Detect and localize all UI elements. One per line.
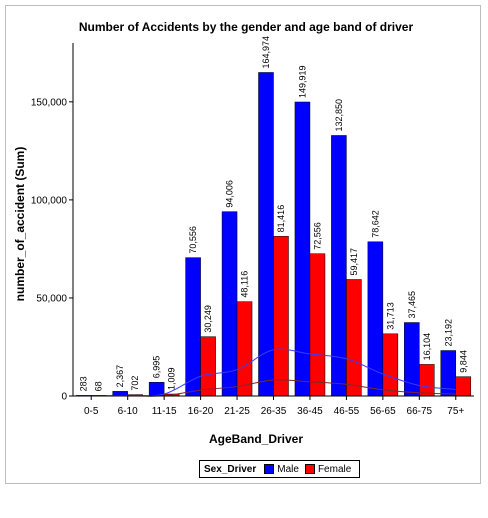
x-tick-label: 6-10 [118,406,138,417]
chart-frame: Number of Accidents by the gender and ag… [5,5,481,484]
bar-female-75+ [455,376,472,397]
data-label-female-66-75: 16,104 [422,333,432,361]
data-label-male-56-65: 78,642 [370,210,380,238]
bar-female-36-45 [309,253,326,397]
legend: Sex_Driver Male Female [199,460,361,478]
legend-item-male: Male [262,464,299,475]
data-label-male-66-75: 37,465 [407,291,417,319]
data-label-female-75+: 9,844 [458,350,468,373]
bar-chart: Number of Accidents by the gender and ag… [13,20,474,446]
x-tick-label: 46-55 [334,406,360,417]
plot-area: 283 2,367 6,995 70,556 94,006 164,974 149,919 1… [31,36,474,417]
y-tick-label: 0 [61,392,67,403]
bar-female-16-20 [200,336,216,397]
bar-female-56-65 [382,333,399,397]
data-label-male-36-45: 149,919 [297,65,307,98]
bar-female-21-25 [236,301,253,397]
data-label-female-11-15: 1,009 [167,367,177,390]
bar-male-21-25 [221,211,238,397]
bar-male-26-35 [258,72,274,397]
bar-male-16-20 [185,257,201,397]
bar-female-26-35 [273,236,289,397]
legend-label-female: Female [317,463,352,475]
x-axis-label: AgeBand_Driver [209,432,303,446]
y-tick-label: 100,000 [31,195,68,206]
x-tick-label: 26-35 [261,406,287,417]
legend-swatch-male [264,464,275,474]
x-tick-label: 11-15 [152,406,177,417]
data-label-male-6-10: 2,367 [115,365,125,388]
data-label-female-0-5: 68 [94,381,104,391]
x-tick-label: 0-5 [84,406,99,417]
x-tick-label: 21-25 [224,406,250,417]
data-label-female-26-35: 81,416 [276,205,286,233]
bar-female-46-55 [346,279,362,397]
legend-title: Sex_Driver [204,463,257,475]
x-tick-label: 75+ [447,406,464,417]
y-tick-label: 150,000 [31,97,68,108]
data-label-female-46-55: 59,417 [349,248,359,276]
data-label-female-6-10: 702 [130,376,140,391]
bar-male-11-15 [148,382,165,397]
chart-title: Number of Accidents by the gender and ag… [79,20,414,34]
x-tick-label: 36-45 [297,406,323,417]
data-label-male-0-5: 283 [79,376,89,391]
data-label-male-21-25: 94,006 [225,180,235,208]
x-tick-label: 56-65 [370,406,396,417]
bar-female-66-75 [419,364,435,397]
x-tick-label: 16-20 [188,406,214,417]
x-tick-label: 66-75 [407,406,433,417]
data-label-male-46-55: 132,850 [334,99,344,132]
data-label-female-56-65: 31,713 [385,302,395,330]
y-axis-label: number_of_accident (Sum) [13,147,27,302]
data-label-female-36-45: 72,556 [312,222,322,250]
y-tick-label: 50,000 [36,293,67,304]
data-label-female-21-25: 48,116 [240,271,250,298]
data-label-male-16-20: 70,556 [188,226,198,254]
legend-label-male: Male [277,463,299,475]
legend-item-female: Female [303,464,351,475]
data-label-male-75+: 23,192 [443,319,453,347]
legend-swatch-female [304,464,315,474]
data-label-male-11-15: 6,995 [152,356,162,379]
data-label-male-26-35: 164,974 [261,36,271,69]
data-label-female-16-20: 30,249 [203,305,213,333]
